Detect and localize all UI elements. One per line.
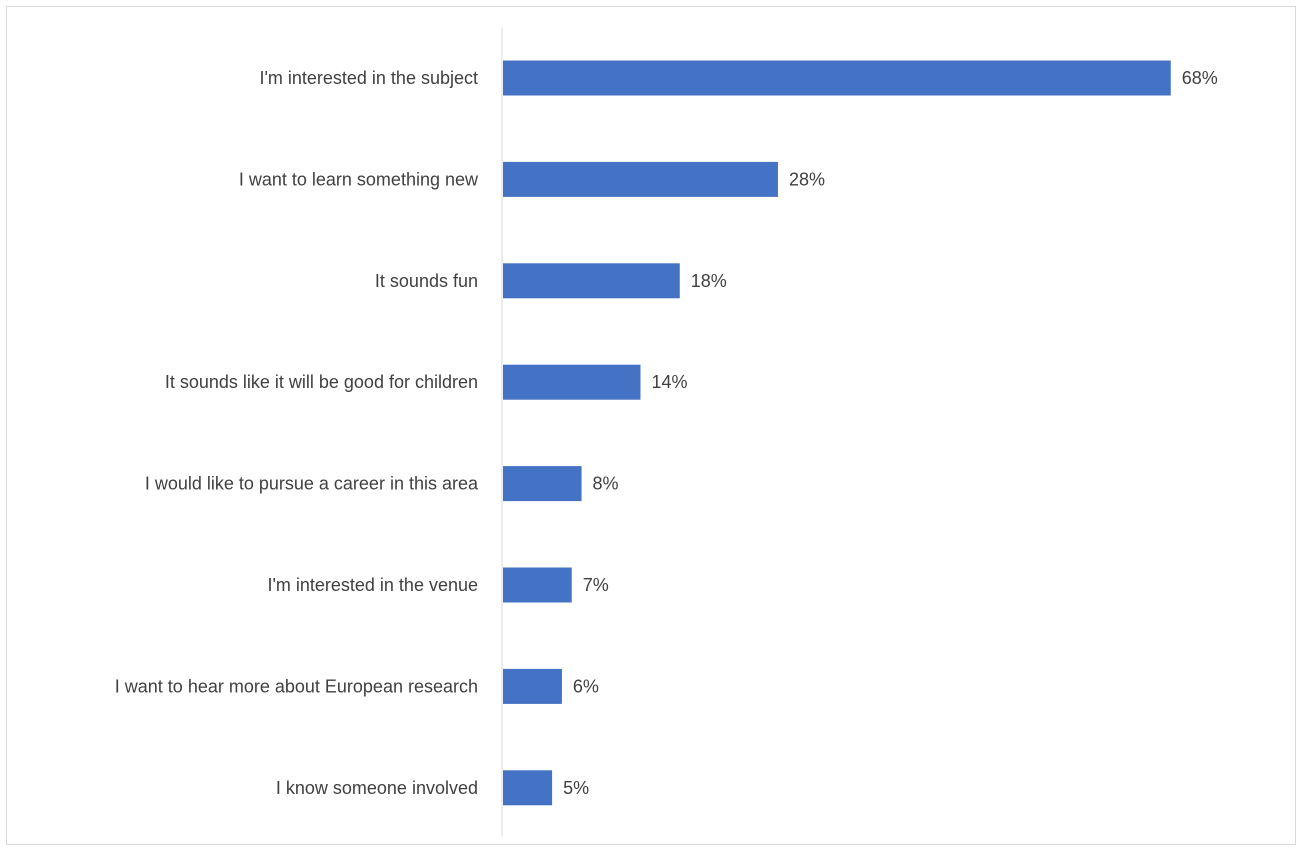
category-label: I would like to pursue a career in this … [145,474,479,494]
bar [503,263,680,299]
category-label: I'm interested in the subject [259,68,478,88]
chart-frame [6,6,1296,845]
category-label: I know someone involved [276,778,478,798]
bar [503,567,572,603]
data-label: 18% [691,271,727,291]
category-label: It sounds like it will be good for child… [165,372,478,392]
data-label: 8% [593,474,619,494]
category-label: It sounds fun [375,271,478,291]
data-label: 6% [573,676,599,696]
bar [503,60,1171,96]
data-label: 14% [651,372,687,392]
data-label: 5% [563,778,589,798]
data-label: 7% [583,575,609,595]
category-label: I want to hear more about European resea… [115,676,478,696]
bar [503,161,778,197]
category-label: I want to learn something new [239,169,479,189]
data-label: 28% [789,169,825,189]
category-label: I'm interested in the venue [267,575,478,595]
data-label: 68% [1182,68,1218,88]
value-labels: 68% 28% 18% 14% 8% 7% 6% 5% [563,68,1218,798]
category-labels: I'm interested in the subject I want to l… [115,68,479,798]
bar [503,770,553,806]
bar [503,668,562,704]
bars-layer [503,60,1171,806]
bar [503,364,641,400]
bar [503,466,582,502]
